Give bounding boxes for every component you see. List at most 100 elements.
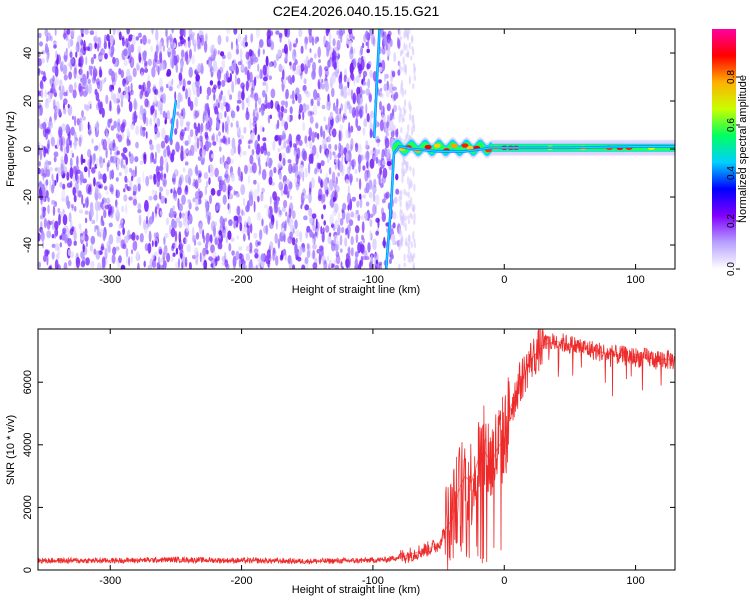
noise-mark xyxy=(205,201,208,209)
noise-mark xyxy=(331,50,337,60)
noise-mark xyxy=(413,67,416,75)
noise-mark xyxy=(361,78,364,85)
noise-mark xyxy=(193,109,198,120)
noise-mark xyxy=(129,179,133,192)
noise-mark xyxy=(297,93,302,104)
noise-mark xyxy=(165,188,170,196)
noise-mark xyxy=(158,186,163,193)
noise-mark xyxy=(256,212,262,221)
noise-mark xyxy=(38,102,42,108)
noise-mark xyxy=(137,183,141,192)
noise-mark xyxy=(154,109,157,119)
noise-mark xyxy=(343,85,348,91)
noise-mark xyxy=(202,113,205,124)
noise-mark xyxy=(252,109,256,118)
noise-mark xyxy=(318,245,324,252)
noise-mark xyxy=(249,118,252,130)
noise-mark xyxy=(283,84,286,89)
noise-mark xyxy=(300,192,305,204)
noise-mark xyxy=(54,29,57,36)
noise-mark xyxy=(137,45,142,55)
noise-mark xyxy=(197,199,202,205)
noise-mark xyxy=(207,106,210,114)
noise-mark xyxy=(350,46,354,55)
noise-mark xyxy=(329,151,332,161)
noise-mark xyxy=(377,88,381,96)
noise-mark xyxy=(387,30,392,37)
noise-mark xyxy=(347,192,351,205)
noise-mark xyxy=(354,212,358,219)
noise-mark xyxy=(170,188,173,194)
noise-mark xyxy=(175,217,181,224)
noise-mark xyxy=(63,233,68,244)
noise-mark xyxy=(184,174,190,184)
noise-mark xyxy=(130,175,134,182)
noise-mark xyxy=(272,250,277,256)
noise-mark xyxy=(107,203,112,215)
noise-mark xyxy=(304,37,308,42)
noise-mark xyxy=(308,153,313,164)
noise-mark xyxy=(162,110,166,118)
noise-mark xyxy=(259,68,263,80)
noise-mark xyxy=(225,70,229,81)
noise-mark xyxy=(81,194,84,205)
noise-mark xyxy=(47,196,50,203)
noise-mark xyxy=(38,167,41,175)
noise-mark xyxy=(393,51,397,63)
noise-mark xyxy=(63,29,66,41)
noise-mark xyxy=(182,256,186,268)
noise-mark xyxy=(63,74,68,81)
noise-mark xyxy=(400,66,403,72)
noise-mark xyxy=(323,220,327,226)
noise-mark xyxy=(115,188,118,199)
noise-mark xyxy=(357,214,361,222)
noise-mark xyxy=(214,167,219,178)
noise-mark xyxy=(172,252,176,257)
noise-mark xyxy=(402,214,405,221)
noise-mark xyxy=(335,176,338,185)
noise-mark xyxy=(321,231,325,243)
noise-mark xyxy=(188,213,193,225)
noise-mark xyxy=(170,227,176,238)
noise-mark xyxy=(120,239,125,249)
noise-mark xyxy=(118,87,122,94)
noise-mark xyxy=(309,115,314,124)
noise-mark xyxy=(284,29,288,37)
noise-mark xyxy=(227,103,231,112)
noise-mark xyxy=(112,246,117,256)
noise-mark xyxy=(364,211,368,221)
noise-mark xyxy=(257,195,260,203)
noise-mark xyxy=(43,173,47,178)
noise-mark xyxy=(137,202,142,211)
noise-mark xyxy=(258,156,261,167)
snr-x-tick-label: -100 xyxy=(362,575,384,587)
noise-mark xyxy=(389,112,393,122)
noise-mark xyxy=(128,151,131,158)
noise-mark xyxy=(128,196,133,201)
noise-mark xyxy=(334,105,339,115)
noise-mark xyxy=(105,190,110,195)
noise-mark xyxy=(260,253,265,262)
noise-mark xyxy=(310,177,315,189)
noise-mark xyxy=(273,59,277,69)
noise-mark xyxy=(227,203,230,210)
noise-mark xyxy=(94,42,98,50)
noise-mark xyxy=(55,253,60,260)
noise-mark xyxy=(322,130,326,140)
noise-mark xyxy=(329,259,332,269)
noise-mark xyxy=(259,164,262,175)
noise-mark xyxy=(302,84,307,92)
noise-mark xyxy=(58,213,61,226)
noise-mark xyxy=(360,255,364,267)
noise-mark xyxy=(84,29,89,35)
noise-mark xyxy=(398,29,401,37)
noise-mark xyxy=(275,30,280,35)
noise-mark xyxy=(139,233,144,243)
noise-mark xyxy=(89,104,92,110)
noise-mark xyxy=(259,193,264,201)
noise-mark xyxy=(378,261,383,266)
noise-mark xyxy=(116,158,120,169)
noise-mark xyxy=(397,69,401,76)
noise-mark xyxy=(328,143,332,150)
noise-mark xyxy=(216,121,220,130)
